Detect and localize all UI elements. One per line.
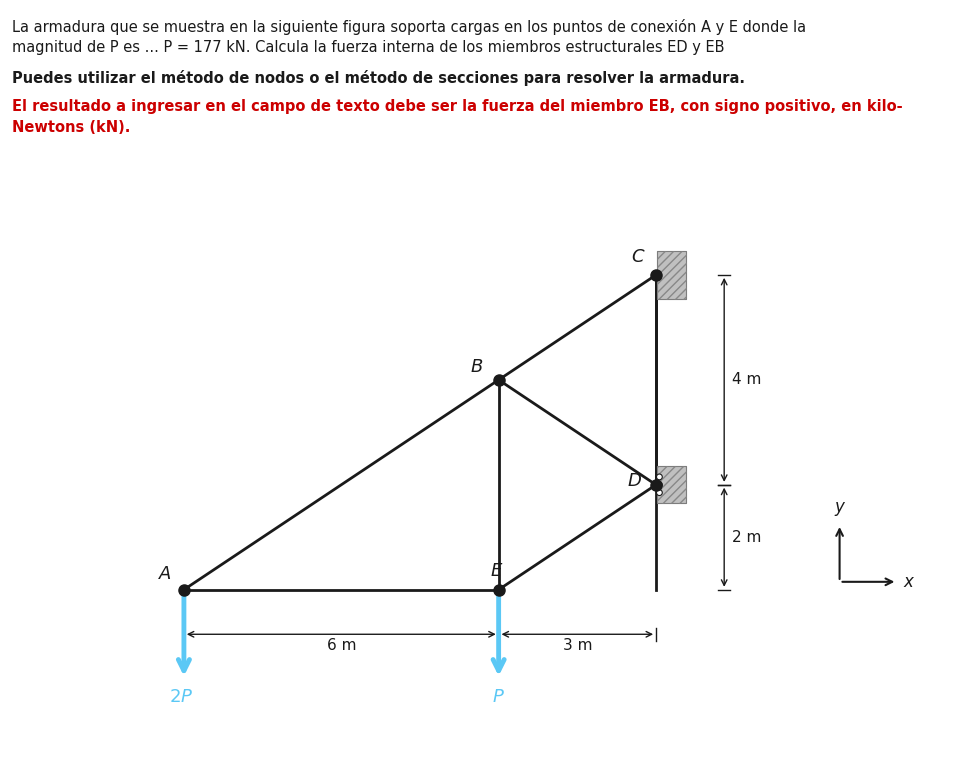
Bar xyxy=(657,251,686,298)
Text: Newtons (kN).: Newtons (kN). xyxy=(12,120,130,135)
Text: El resultado a ingresar en el campo de texto debe ser la fuerza del miembro EB, : El resultado a ingresar en el campo de t… xyxy=(12,99,902,114)
Text: 2 m: 2 m xyxy=(732,530,762,545)
Text: $2P$: $2P$ xyxy=(170,688,194,707)
Text: D: D xyxy=(627,472,641,490)
Circle shape xyxy=(657,482,662,488)
Text: C: C xyxy=(632,247,644,265)
Text: B: B xyxy=(470,358,483,376)
Text: magnitud de P es ... P = 177 kN. Calcula la fuerza interna de los miembros estru: magnitud de P es ... P = 177 kN. Calcula… xyxy=(12,40,724,55)
Text: y: y xyxy=(834,499,845,516)
Text: 4 m: 4 m xyxy=(732,373,762,387)
Bar xyxy=(657,466,686,503)
Circle shape xyxy=(657,474,662,480)
Bar xyxy=(657,251,686,298)
Text: 3 m: 3 m xyxy=(563,638,592,653)
Text: A: A xyxy=(159,565,172,584)
Text: E: E xyxy=(490,562,502,581)
Text: x: x xyxy=(903,573,914,591)
Text: $P$: $P$ xyxy=(492,688,505,707)
Text: La armadura que se muestra en la siguiente figura soporta cargas en los puntos d: La armadura que se muestra en la siguien… xyxy=(12,19,806,36)
Bar xyxy=(657,466,686,503)
Text: Puedes utilizar el método de nodos o el método de secciones para resolver la arm: Puedes utilizar el método de nodos o el … xyxy=(12,70,744,86)
Circle shape xyxy=(657,490,662,495)
Text: 6 m: 6 m xyxy=(327,638,356,653)
